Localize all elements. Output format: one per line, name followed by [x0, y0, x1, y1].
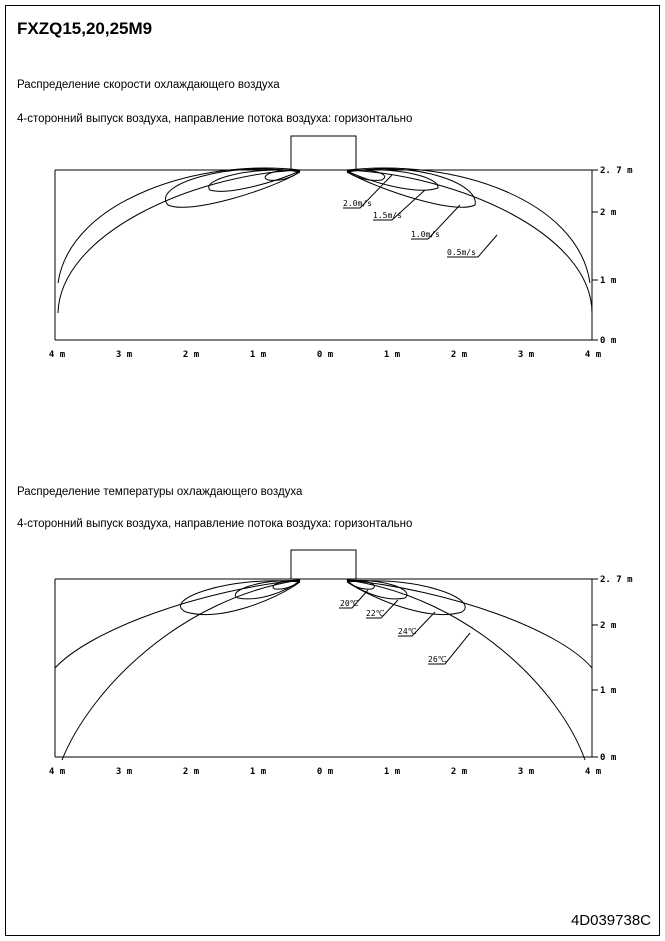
contour-20-right — [346, 579, 375, 590]
y-tick-label: 2 m — [600, 621, 617, 631]
x-tick-label: 0 m — [317, 767, 334, 777]
x-tick-label: 4 m — [585, 350, 602, 360]
contour-label: 0.5m/s — [447, 248, 476, 257]
contour-core-right — [346, 169, 385, 181]
x-tick-label: 2 m — [183, 350, 200, 360]
x-tick-label: 1 m — [384, 767, 401, 777]
temperature-heading: Распределение температуры охлаждающего в… — [17, 486, 303, 498]
contour-26-left — [54, 579, 301, 669]
leader-1.0 — [411, 204, 461, 240]
contour-28-right — [346, 579, 586, 761]
leader-1.5 — [373, 189, 426, 221]
y-tick-label: 2. 7 m — [600, 166, 633, 176]
contour-2.0-left — [208, 169, 301, 192]
contour-label: 22℃ — [366, 609, 385, 618]
y-tick-label: 0 m — [600, 753, 617, 763]
contour-core-left — [264, 169, 301, 181]
x-tick-label: 3 m — [116, 767, 133, 777]
x-tick-label: 4 m — [585, 767, 602, 777]
leader-2.0 — [343, 174, 393, 209]
contour-label: 1.0m/s — [411, 230, 440, 239]
contour-0.5-outer — [346, 169, 593, 314]
document-id: 4D039738C — [570, 912, 651, 929]
x-tick-label: 2 m — [451, 767, 468, 777]
x-tick-label: 3 m — [116, 350, 133, 360]
x-tick-label: 1 m — [384, 350, 401, 360]
page-title: FXZQ15,20,25M9 — [17, 19, 153, 38]
contour-20-left — [272, 579, 301, 590]
contour-1.5-right — [346, 168, 476, 208]
contour-label: 26℃ — [428, 655, 447, 664]
y-tick-label: 0 m — [600, 336, 617, 346]
temperature-subheading: 4-сторонний выпуск воздуха, направление … — [17, 518, 413, 530]
contour-label: 20℃ — [340, 599, 359, 608]
x-tick-label: 3 m — [518, 767, 535, 777]
contour-28-left — [61, 579, 301, 761]
x-tick-label: 4 m — [49, 350, 66, 360]
x-tick-label: 1 m — [250, 767, 267, 777]
y-tick-label: 2 m — [600, 208, 617, 218]
x-tick-label: 4 m — [49, 767, 66, 777]
y-tick-label: 1 m — [600, 686, 617, 696]
leader-0.5 — [447, 234, 498, 258]
temperature-distribution-diagram: 4 m 3 m 2 m 1 m 0 m 1 m 2 m 3 m 4 m 2. 7 m 2 m 1 m… — [49, 549, 633, 777]
contour-26-right — [346, 579, 593, 669]
contour-0.5-outer — [57, 169, 301, 314]
leader-24 — [398, 611, 436, 637]
contour-24-left — [179, 580, 301, 615]
contour-24-right — [346, 580, 466, 615]
contour-1.0-right — [346, 167, 591, 284]
leader-22 — [366, 599, 399, 619]
x-tick-label: 2 m — [451, 350, 468, 360]
velocity-distribution-diagram: 4 m 3 m 2 m 1 m 0 m 1 m 2 m 3 m 4 m 2. 7 m 2 m 1 m… — [49, 135, 633, 360]
x-tick-label: 1 m — [250, 350, 267, 360]
page-frame — [5, 5, 660, 936]
contour-22-left — [234, 580, 301, 600]
contour-label: 2.0m/s — [343, 199, 372, 208]
indoor-unit-body — [290, 135, 357, 171]
contour-1.5-left — [165, 168, 301, 208]
y-tick-label: 1 m — [600, 276, 617, 286]
indoor-unit-body — [290, 549, 357, 580]
velocity-subheading: 4-сторонний выпуск воздуха, направление … — [17, 113, 413, 125]
contour-22-right — [346, 580, 408, 600]
contour-label: 24℃ — [398, 627, 417, 636]
x-tick-label: 0 m — [317, 350, 334, 360]
x-tick-label: 3 m — [518, 350, 535, 360]
contour-label: 1.5m/s — [373, 211, 402, 220]
y-tick-label: 2. 7 m — [600, 575, 633, 585]
contour-1.0-left — [57, 167, 301, 284]
velocity-heading: Распределение скорости охлаждающего возд… — [17, 79, 280, 91]
x-tick-label: 2 m — [183, 767, 200, 777]
leader-26 — [428, 632, 471, 665]
leader-20 — [339, 589, 369, 609]
